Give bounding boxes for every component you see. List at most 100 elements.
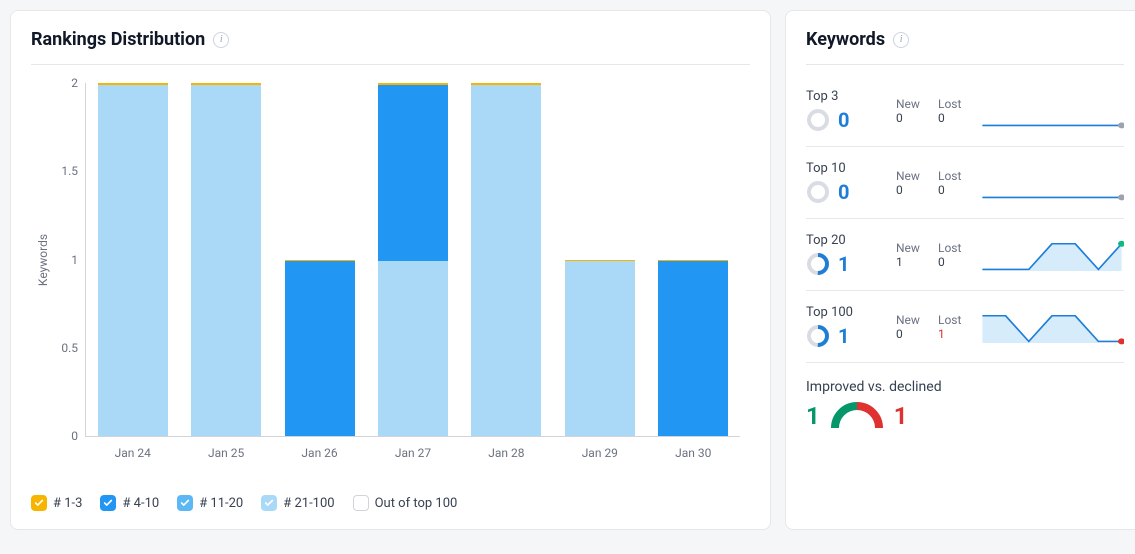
rankings-header: Rankings Distribution i — [31, 29, 750, 65]
lost-label: Lost — [938, 97, 980, 111]
legend-item[interactable]: # 1-3 — [31, 495, 82, 511]
lost-value: 0 — [938, 255, 980, 269]
lost-label: Lost — [938, 241, 980, 255]
keyword-row[interactable]: Top 1001New0Lost1 — [806, 291, 1124, 363]
x-tick: Jan 26 — [301, 446, 337, 460]
bar[interactable] — [191, 83, 261, 436]
keyword-row[interactable]: Top 30New0Lost0 — [806, 75, 1124, 147]
new-label: New — [896, 169, 938, 183]
bar-segment — [98, 85, 168, 436]
bar[interactable] — [658, 260, 728, 437]
keyword-count: 0 — [838, 108, 849, 132]
x-tick: Jan 29 — [582, 446, 618, 460]
legend-label: # 1-3 — [53, 496, 82, 511]
progress-ring-icon — [806, 108, 830, 132]
new-label: New — [896, 97, 938, 111]
x-tick: Jan 24 — [115, 446, 151, 460]
bar[interactable] — [98, 83, 168, 436]
new-value: 0 — [896, 327, 938, 341]
improved-count: 1 — [806, 402, 820, 430]
new-value: 1 — [896, 255, 938, 269]
rankings-chart: Keywords Jan 24Jan 25Jan 26Jan 27Jan 28J… — [31, 65, 750, 455]
legend-item[interactable]: # 4-10 — [100, 495, 159, 511]
sparkline — [980, 237, 1124, 273]
gauge-icon — [830, 401, 884, 431]
sparkline — [980, 165, 1124, 201]
keyword-count: 1 — [838, 252, 849, 276]
legend-checkbox[interactable] — [261, 495, 277, 511]
keyword-label: Top 10 — [806, 161, 896, 176]
x-tick: Jan 28 — [488, 446, 524, 460]
keywords-title: Keywords — [806, 29, 885, 50]
bar-segment — [378, 85, 448, 261]
lost-value: 1 — [938, 327, 980, 341]
progress-ring-icon — [806, 252, 830, 276]
improved-title: Improved vs. declined — [806, 379, 1124, 395]
legend-checkbox[interactable] — [177, 495, 193, 511]
bar[interactable] — [378, 83, 448, 436]
lost-label: Lost — [938, 313, 980, 327]
x-tick: Jan 25 — [208, 446, 244, 460]
new-value: 0 — [896, 183, 938, 197]
x-tick: Jan 30 — [675, 446, 711, 460]
bar-segment — [378, 261, 448, 437]
lost-value: 0 — [938, 183, 980, 197]
y-tick: 0 — [71, 429, 78, 443]
chart-legend: # 1-3 # 4-10 # 11-20 # 21-100 Out of top 100 — [31, 495, 750, 511]
bar-segment — [565, 261, 635, 436]
legend-item[interactable]: # 21-100 — [261, 495, 334, 511]
bar-segment — [658, 261, 728, 436]
chart-plot-area: Jan 24Jan 25Jan 26Jan 27Jan 28Jan 29Jan … — [85, 83, 740, 437]
legend-checkbox[interactable] — [100, 495, 116, 511]
bar[interactable] — [285, 260, 355, 437]
legend-item[interactable]: Out of top 100 — [353, 495, 458, 511]
lost-value: 0 — [938, 111, 980, 125]
sparkline — [980, 93, 1124, 129]
sparkline — [980, 309, 1124, 345]
keyword-label: Top 100 — [806, 305, 896, 320]
improved-vs-declined: Improved vs. declined 1 1 — [806, 363, 1124, 431]
bar-slot: Jan 27 — [366, 83, 459, 436]
x-tick: Jan 27 — [395, 446, 431, 460]
legend-label: # 4-10 — [122, 496, 159, 511]
rankings-card: Rankings Distribution i Keywords Jan 24J… — [10, 10, 771, 530]
new-label: New — [896, 313, 938, 327]
bar-slot: Jan 28 — [460, 83, 553, 436]
legend-label: # 21-100 — [283, 496, 334, 511]
bar-slot: Jan 29 — [553, 83, 646, 436]
bar-slot: Jan 25 — [179, 83, 272, 436]
legend-checkbox[interactable] — [353, 495, 369, 511]
keyword-row[interactable]: Top 100New0Lost0 — [806, 147, 1124, 219]
legend-label: Out of top 100 — [375, 496, 458, 511]
new-value: 0 — [896, 111, 938, 125]
bar[interactable] — [471, 83, 541, 436]
bar-segment — [285, 261, 355, 436]
keyword-row[interactable]: Top 201New1Lost0 — [806, 219, 1124, 291]
bar-slot: Jan 26 — [273, 83, 366, 436]
y-axis-label: Keywords — [36, 234, 50, 286]
bar-slot: Jan 24 — [86, 83, 179, 436]
legend-item[interactable]: # 11-20 — [177, 495, 243, 511]
legend-checkbox[interactable] — [31, 495, 47, 511]
y-tick: 1 — [71, 253, 78, 267]
bar-segment — [471, 85, 541, 436]
y-tick: 1.5 — [61, 164, 78, 178]
keyword-count: 1 — [838, 324, 849, 348]
keyword-count: 0 — [838, 180, 849, 204]
progress-ring-icon — [806, 180, 830, 204]
legend-label: # 11-20 — [199, 496, 243, 511]
bar[interactable] — [565, 260, 635, 437]
info-icon[interactable]: i — [213, 32, 229, 48]
y-tick: 0.5 — [61, 341, 78, 355]
lost-label: Lost — [938, 169, 980, 183]
bar-segment — [191, 85, 261, 436]
rankings-title: Rankings Distribution — [31, 29, 205, 50]
y-tick: 2 — [71, 76, 78, 90]
new-label: New — [896, 241, 938, 255]
declined-count: 1 — [894, 402, 908, 430]
keyword-label: Top 3 — [806, 89, 896, 104]
bar-slot: Jan 30 — [647, 83, 740, 436]
keywords-header: Keywords i — [806, 29, 1124, 65]
keywords-card: Keywords i Top 30New0Lost0Top 100New0Los… — [785, 10, 1135, 530]
info-icon[interactable]: i — [893, 32, 909, 48]
